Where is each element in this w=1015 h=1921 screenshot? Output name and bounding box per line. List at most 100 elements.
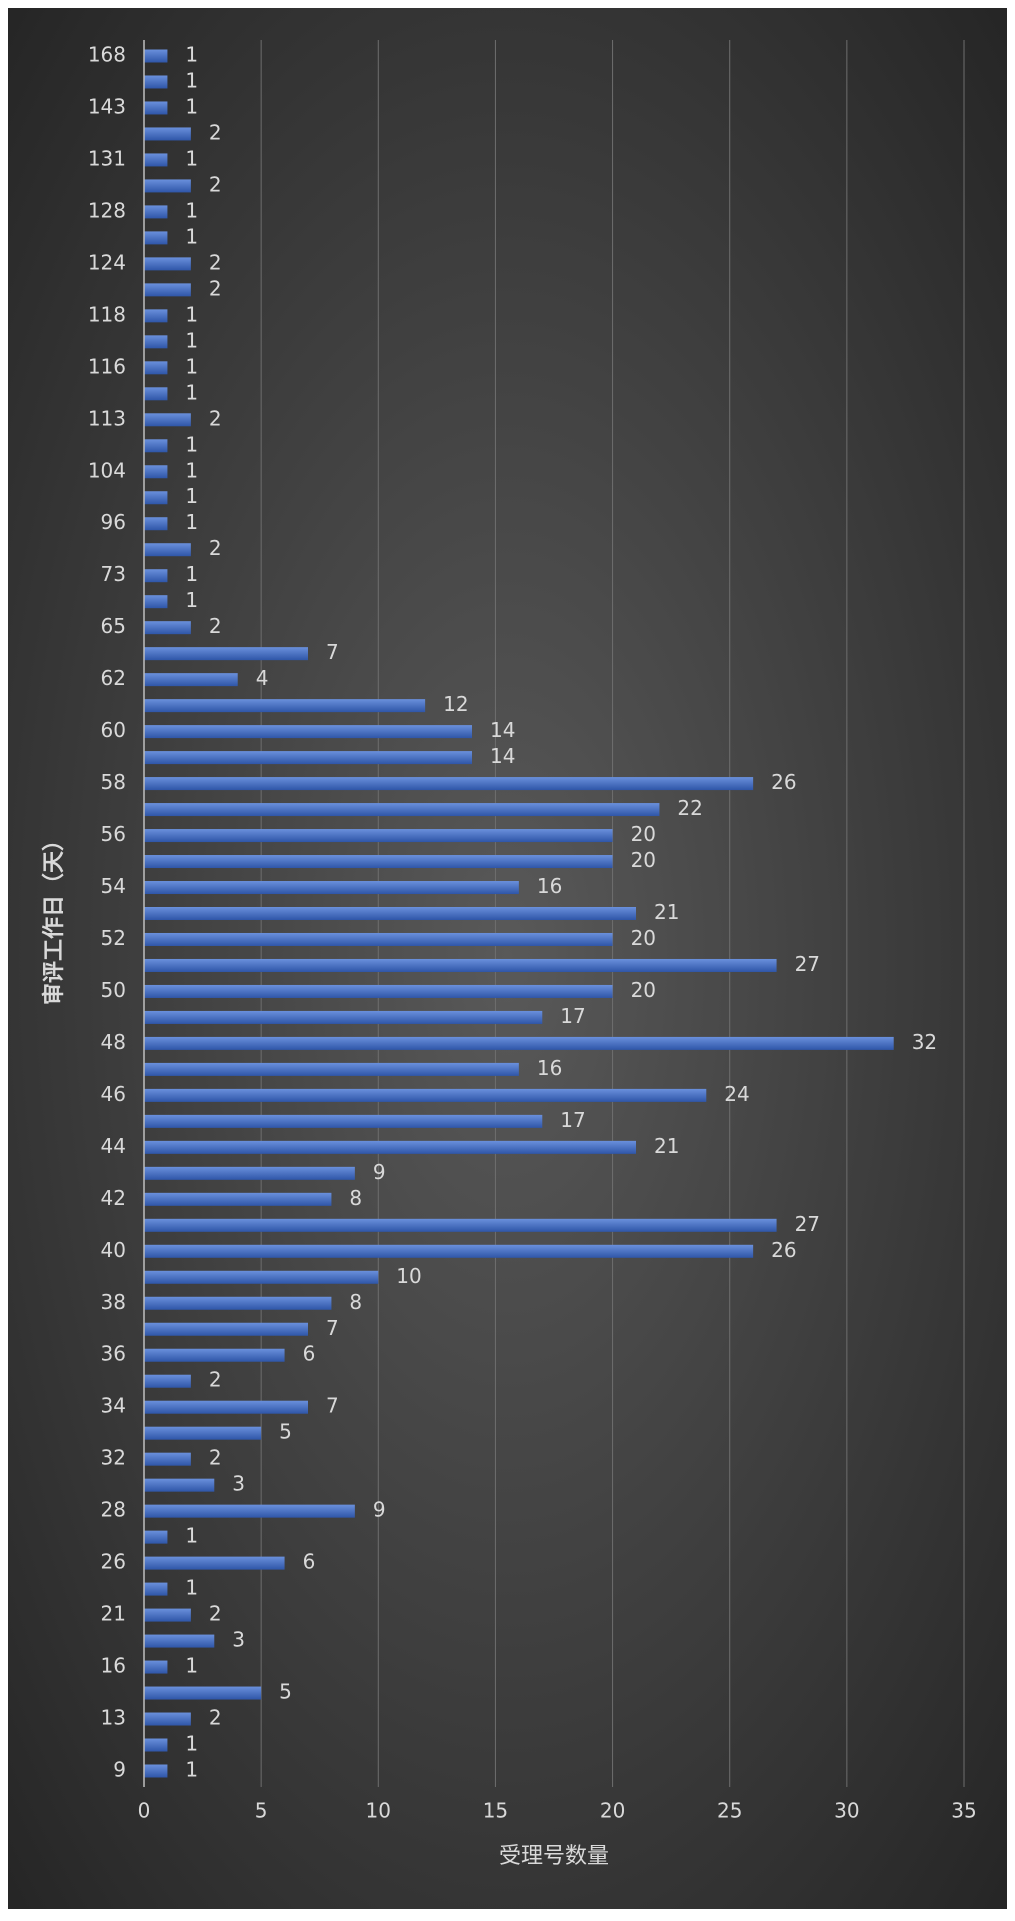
bar bbox=[144, 829, 613, 843]
bar bbox=[144, 1088, 707, 1102]
bar bbox=[144, 621, 191, 635]
bar bbox=[144, 1608, 191, 1622]
bar bbox=[144, 1062, 519, 1076]
x-tick-label: 0 bbox=[138, 1799, 151, 1823]
y-tick-label: 116 bbox=[88, 354, 126, 378]
data-label: 27 bbox=[795, 1212, 820, 1236]
bar bbox=[144, 127, 191, 141]
data-label: 16 bbox=[537, 1056, 562, 1080]
bar bbox=[144, 413, 191, 427]
data-label: 24 bbox=[724, 1082, 749, 1106]
data-label: 14 bbox=[490, 718, 515, 742]
data-label: 1 bbox=[185, 1576, 198, 1600]
data-label: 2 bbox=[209, 172, 222, 196]
data-label: 7 bbox=[326, 1316, 339, 1340]
y-axis-title: 审评工作日（天） bbox=[41, 829, 67, 1005]
y-tick-label: 73 bbox=[101, 562, 126, 586]
x-tick-label: 15 bbox=[483, 1799, 508, 1823]
bar bbox=[144, 1036, 894, 1050]
data-label: 10 bbox=[396, 1264, 421, 1288]
y-tick-label: 168 bbox=[88, 43, 126, 67]
bar bbox=[144, 465, 168, 479]
y-tick-label: 128 bbox=[88, 198, 126, 222]
y-tick-label: 124 bbox=[88, 250, 126, 274]
y-tick-label: 28 bbox=[101, 1498, 126, 1522]
data-label: 20 bbox=[631, 926, 656, 950]
y-tick-label: 26 bbox=[101, 1550, 126, 1574]
data-label: 6 bbox=[303, 1550, 316, 1574]
bar bbox=[144, 1712, 191, 1726]
bar bbox=[144, 1166, 355, 1180]
data-label: 1 bbox=[185, 588, 198, 612]
y-tick-label: 96 bbox=[101, 510, 126, 534]
data-label: 4 bbox=[256, 666, 269, 690]
data-label: 20 bbox=[631, 978, 656, 1002]
y-tick-label: 40 bbox=[101, 1238, 126, 1262]
y-tick-label: 60 bbox=[101, 718, 126, 742]
y-tick-label: 46 bbox=[101, 1082, 126, 1106]
data-label: 16 bbox=[537, 874, 562, 898]
data-label: 21 bbox=[654, 900, 679, 924]
data-label: 2 bbox=[209, 1368, 222, 1392]
data-label: 6 bbox=[303, 1342, 316, 1366]
bar bbox=[144, 1400, 308, 1414]
data-label: 20 bbox=[631, 822, 656, 846]
data-label: 2 bbox=[209, 406, 222, 430]
bar bbox=[144, 439, 168, 453]
data-label: 2 bbox=[209, 1602, 222, 1626]
y-tick-label: 38 bbox=[101, 1290, 126, 1314]
y-tick-label: 32 bbox=[101, 1446, 126, 1470]
bar bbox=[144, 231, 168, 245]
y-tick-label: 13 bbox=[101, 1706, 126, 1730]
data-label: 32 bbox=[912, 1030, 937, 1054]
bar bbox=[144, 1738, 168, 1752]
data-label: 1 bbox=[185, 458, 198, 482]
y-tick-label: 118 bbox=[88, 302, 126, 326]
bar bbox=[144, 257, 191, 271]
bar bbox=[144, 335, 168, 349]
y-tick-label: 143 bbox=[88, 94, 126, 118]
y-tick-label: 56 bbox=[101, 822, 126, 846]
bar bbox=[144, 543, 191, 557]
bar bbox=[144, 387, 168, 401]
data-label: 1 bbox=[185, 1732, 198, 1756]
bar bbox=[144, 673, 238, 687]
bar bbox=[144, 283, 191, 297]
data-label: 1 bbox=[185, 432, 198, 456]
x-tick-label: 30 bbox=[834, 1799, 859, 1823]
y-tick-label: 9 bbox=[113, 1758, 126, 1782]
bar bbox=[144, 1348, 285, 1362]
bar bbox=[144, 1660, 168, 1674]
background bbox=[8, 8, 1007, 1909]
bar bbox=[144, 595, 168, 609]
bar bbox=[144, 1296, 332, 1310]
data-label: 5 bbox=[279, 1420, 292, 1444]
data-label: 1 bbox=[185, 94, 198, 118]
bar bbox=[144, 1322, 308, 1336]
data-label: 1 bbox=[185, 380, 198, 404]
bar bbox=[144, 932, 613, 946]
bar bbox=[144, 1556, 285, 1570]
bar bbox=[144, 1478, 215, 1492]
data-label: 1 bbox=[185, 484, 198, 508]
y-tick-label: 52 bbox=[101, 926, 126, 950]
data-label: 7 bbox=[326, 640, 339, 664]
data-label: 1 bbox=[185, 328, 198, 352]
bar bbox=[144, 958, 777, 972]
data-label: 2 bbox=[209, 250, 222, 274]
bar bbox=[144, 1764, 168, 1778]
data-label: 5 bbox=[279, 1680, 292, 1704]
bar bbox=[144, 803, 660, 817]
data-label: 8 bbox=[349, 1186, 362, 1210]
x-tick-label: 10 bbox=[366, 1799, 391, 1823]
data-label: 1 bbox=[185, 562, 198, 586]
data-label: 2 bbox=[209, 120, 222, 144]
bar bbox=[144, 725, 472, 739]
y-tick-label: 65 bbox=[101, 614, 126, 638]
data-label: 20 bbox=[631, 848, 656, 872]
data-label: 2 bbox=[209, 1446, 222, 1470]
bar bbox=[144, 101, 168, 115]
bar bbox=[144, 1114, 543, 1128]
data-label: 12 bbox=[443, 692, 468, 716]
